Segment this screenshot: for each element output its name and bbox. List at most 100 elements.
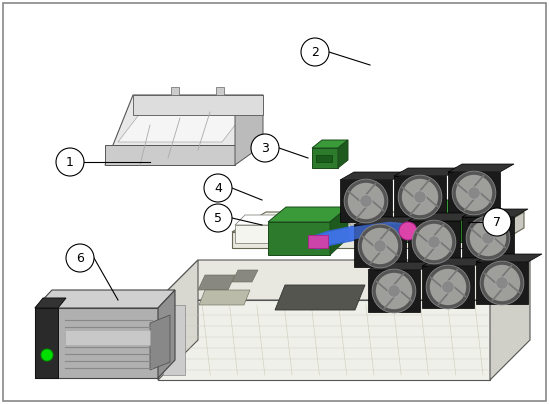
Polygon shape [408, 221, 460, 263]
Circle shape [414, 191, 426, 203]
Text: 1: 1 [66, 156, 74, 168]
Polygon shape [35, 308, 158, 378]
Circle shape [430, 269, 466, 305]
Polygon shape [422, 266, 474, 308]
Circle shape [484, 265, 520, 301]
Circle shape [362, 228, 398, 264]
Polygon shape [35, 308, 58, 378]
Circle shape [428, 236, 440, 248]
Polygon shape [199, 290, 250, 305]
Polygon shape [340, 172, 406, 180]
Polygon shape [235, 225, 268, 243]
Polygon shape [340, 180, 392, 222]
Circle shape [360, 195, 372, 207]
Text: 2: 2 [311, 46, 319, 59]
Circle shape [416, 224, 452, 260]
Polygon shape [354, 217, 420, 225]
Circle shape [344, 229, 356, 241]
Circle shape [442, 281, 454, 293]
Text: 4: 4 [214, 181, 222, 194]
Circle shape [344, 179, 388, 223]
Polygon shape [235, 95, 263, 165]
Polygon shape [370, 285, 405, 296]
Text: 3: 3 [261, 141, 269, 154]
Polygon shape [118, 108, 248, 142]
Circle shape [452, 171, 496, 215]
Polygon shape [354, 225, 406, 267]
Polygon shape [105, 95, 263, 165]
Polygon shape [394, 176, 446, 218]
Polygon shape [448, 172, 500, 214]
Polygon shape [394, 168, 460, 176]
Polygon shape [158, 260, 530, 300]
Circle shape [374, 240, 386, 252]
Circle shape [358, 224, 402, 268]
Circle shape [348, 183, 384, 219]
Polygon shape [476, 262, 528, 304]
Polygon shape [476, 254, 542, 262]
Polygon shape [163, 305, 185, 375]
Polygon shape [400, 218, 470, 242]
Polygon shape [232, 270, 258, 282]
Polygon shape [490, 212, 524, 248]
Polygon shape [368, 270, 420, 312]
Circle shape [468, 187, 480, 199]
Circle shape [376, 273, 412, 309]
Polygon shape [308, 235, 328, 248]
Polygon shape [448, 164, 514, 172]
Circle shape [372, 269, 416, 313]
Polygon shape [105, 145, 235, 165]
Polygon shape [268, 207, 348, 222]
Polygon shape [216, 87, 224, 95]
Circle shape [388, 285, 400, 297]
Polygon shape [462, 217, 514, 259]
Polygon shape [133, 95, 263, 115]
Polygon shape [150, 315, 170, 370]
Circle shape [483, 208, 511, 236]
Circle shape [456, 175, 492, 211]
Circle shape [204, 174, 232, 202]
Circle shape [399, 222, 417, 240]
Polygon shape [330, 207, 348, 255]
Polygon shape [232, 232, 490, 248]
Polygon shape [368, 262, 434, 270]
Polygon shape [232, 212, 524, 232]
Polygon shape [171, 87, 179, 95]
Text: 5: 5 [214, 212, 222, 225]
Circle shape [402, 179, 438, 215]
Polygon shape [470, 200, 498, 242]
Polygon shape [400, 200, 498, 218]
Polygon shape [35, 298, 66, 308]
Circle shape [480, 261, 524, 305]
Circle shape [482, 232, 494, 244]
Circle shape [429, 217, 439, 227]
Polygon shape [158, 290, 175, 378]
Text: 7: 7 [493, 215, 501, 229]
Circle shape [301, 38, 329, 66]
Text: 6: 6 [76, 252, 84, 265]
Polygon shape [158, 300, 490, 380]
Circle shape [496, 277, 508, 289]
Polygon shape [408, 213, 474, 221]
Circle shape [56, 148, 84, 176]
Polygon shape [312, 140, 348, 148]
Circle shape [466, 216, 510, 260]
Circle shape [398, 175, 442, 219]
Circle shape [426, 265, 470, 309]
Polygon shape [65, 330, 150, 345]
Polygon shape [338, 140, 348, 168]
Circle shape [251, 134, 279, 162]
Polygon shape [422, 258, 488, 266]
Polygon shape [369, 268, 410, 282]
Circle shape [204, 204, 232, 232]
Polygon shape [462, 209, 528, 217]
Polygon shape [35, 290, 175, 308]
Circle shape [269, 217, 279, 227]
Polygon shape [235, 215, 278, 225]
Polygon shape [312, 148, 338, 168]
Polygon shape [275, 285, 365, 310]
Polygon shape [198, 275, 235, 290]
Polygon shape [316, 155, 332, 162]
Circle shape [470, 220, 506, 256]
Circle shape [349, 217, 359, 227]
